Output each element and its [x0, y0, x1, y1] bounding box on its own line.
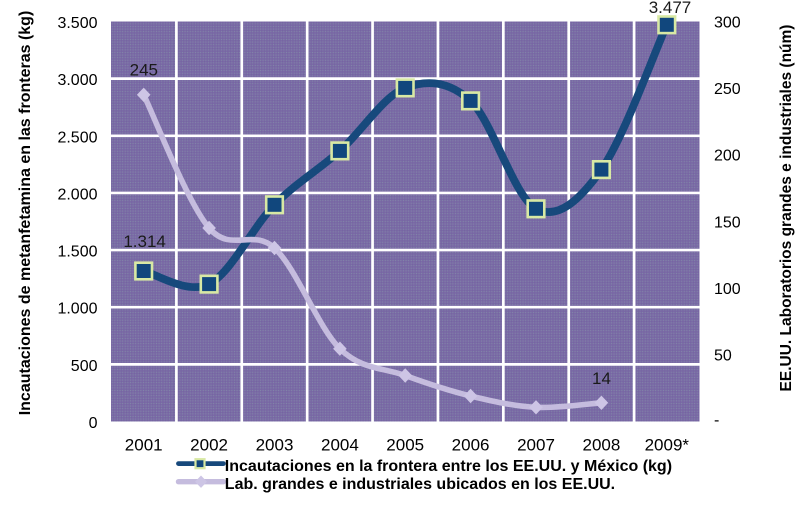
svg-text:1.000: 1.000 [57, 301, 97, 318]
svg-text:300: 300 [714, 14, 741, 31]
svg-text:2004: 2004 [321, 436, 359, 455]
svg-text:245: 245 [130, 61, 158, 80]
svg-text:2005: 2005 [386, 436, 424, 455]
svg-text:100: 100 [714, 281, 741, 298]
svg-text:2009*: 2009* [645, 436, 690, 455]
svg-text:EE.UU. Laboratorios grandes e: EE.UU. Laboratorios grandes e industrial… [778, 25, 795, 392]
svg-text:Lab. grandes e industriales ub: Lab. grandes e industriales ubicados en … [225, 476, 615, 493]
svg-text:2008: 2008 [582, 436, 620, 455]
svg-text:3.500: 3.500 [57, 15, 97, 32]
svg-text:500: 500 [71, 358, 98, 375]
svg-text:50: 50 [714, 348, 732, 365]
svg-text:1.500: 1.500 [57, 244, 97, 261]
svg-text:2002: 2002 [190, 436, 228, 455]
svg-text:3.477: 3.477 [649, 0, 692, 17]
svg-text:2.000: 2.000 [57, 186, 97, 203]
svg-text:0: 0 [89, 415, 98, 432]
svg-text:200: 200 [714, 148, 741, 165]
svg-text:2007: 2007 [517, 436, 555, 455]
svg-text:1.314: 1.314 [123, 232, 166, 251]
svg-text:-: - [714, 412, 719, 429]
svg-text:2006: 2006 [452, 436, 490, 455]
svg-text:Incautaciones de metanfetamina: Incautaciones de metanfetamina en las fr… [17, 11, 34, 416]
svg-text:Incautaciones en la frontera e: Incautaciones en la frontera entre los E… [225, 458, 672, 475]
svg-text:14: 14 [592, 369, 611, 388]
svg-text:150: 150 [714, 214, 741, 231]
svg-text:2003: 2003 [256, 436, 294, 455]
svg-text:2001: 2001 [125, 436, 163, 455]
svg-text:2.500: 2.500 [57, 129, 97, 146]
svg-text:3.000: 3.000 [57, 72, 97, 89]
svg-text:250: 250 [714, 81, 741, 98]
